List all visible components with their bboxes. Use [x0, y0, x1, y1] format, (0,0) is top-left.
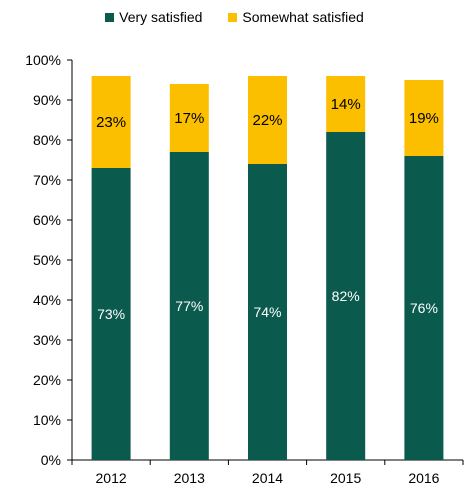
bar-very-satisfied	[326, 132, 366, 460]
y-tick-label: 70%	[33, 172, 61, 188]
y-tick-label: 90%	[33, 92, 61, 108]
data-label-somewhat-satisfied: 23%	[96, 114, 126, 131]
bar-somewhat-satisfied	[326, 76, 366, 132]
y-tick-label: 60%	[33, 212, 61, 228]
y-tick-label: 10%	[33, 412, 61, 428]
bar-very-satisfied	[248, 164, 287, 460]
y-tick-label: 50%	[33, 252, 61, 268]
bar-very-satisfied	[91, 168, 131, 460]
bar-very-satisfied	[169, 152, 209, 460]
bar-very-satisfied	[404, 156, 444, 460]
x-tick-label: 2013	[174, 470, 205, 486]
x-tick-label: 2012	[96, 470, 127, 486]
y-tick-label: 30%	[33, 332, 61, 348]
y-tick-label: 80%	[33, 132, 61, 148]
x-tick-label: 2014	[252, 470, 283, 486]
data-label-very-satisfied: 73%	[97, 306, 125, 322]
data-label-somewhat-satisfied: 22%	[252, 112, 282, 129]
bar-somewhat-satisfied	[248, 76, 287, 164]
data-label-somewhat-satisfied: 19%	[409, 110, 439, 127]
legend-swatch-very-satisfied	[105, 12, 115, 22]
legend-item-somewhat-satisfied: Somewhat satisfied	[228, 9, 364, 25]
data-label-very-satisfied: 77%	[175, 298, 203, 314]
y-tick-label: 100%	[25, 52, 61, 68]
legend-item-very-satisfied: Very satisfied	[105, 9, 202, 25]
data-label-somewhat-satisfied: 17%	[174, 110, 204, 127]
data-label-very-satisfied: 76%	[410, 300, 438, 316]
legend-label-somewhat-satisfied: Somewhat satisfied	[242, 9, 364, 25]
y-tick-label: 40%	[33, 292, 61, 308]
y-tick-label: 0%	[41, 452, 61, 468]
legend-swatch-somewhat-satisfied	[228, 12, 238, 22]
bar-somewhat-satisfied	[404, 80, 444, 156]
x-tick-label: 2016	[408, 470, 439, 486]
legend-label-very-satisfied: Very satisfied	[119, 9, 203, 25]
bar-somewhat-satisfied	[91, 76, 131, 168]
legend: Very satisfied Somewhat satisfied	[0, 9, 469, 25]
x-tick-label: 2015	[330, 470, 361, 486]
bar-somewhat-satisfied	[169, 84, 209, 152]
data-label-very-satisfied: 74%	[253, 304, 281, 320]
data-label-very-satisfied: 82%	[332, 288, 360, 304]
data-label-somewhat-satisfied: 14%	[331, 96, 361, 113]
y-tick-label: 20%	[33, 372, 61, 388]
